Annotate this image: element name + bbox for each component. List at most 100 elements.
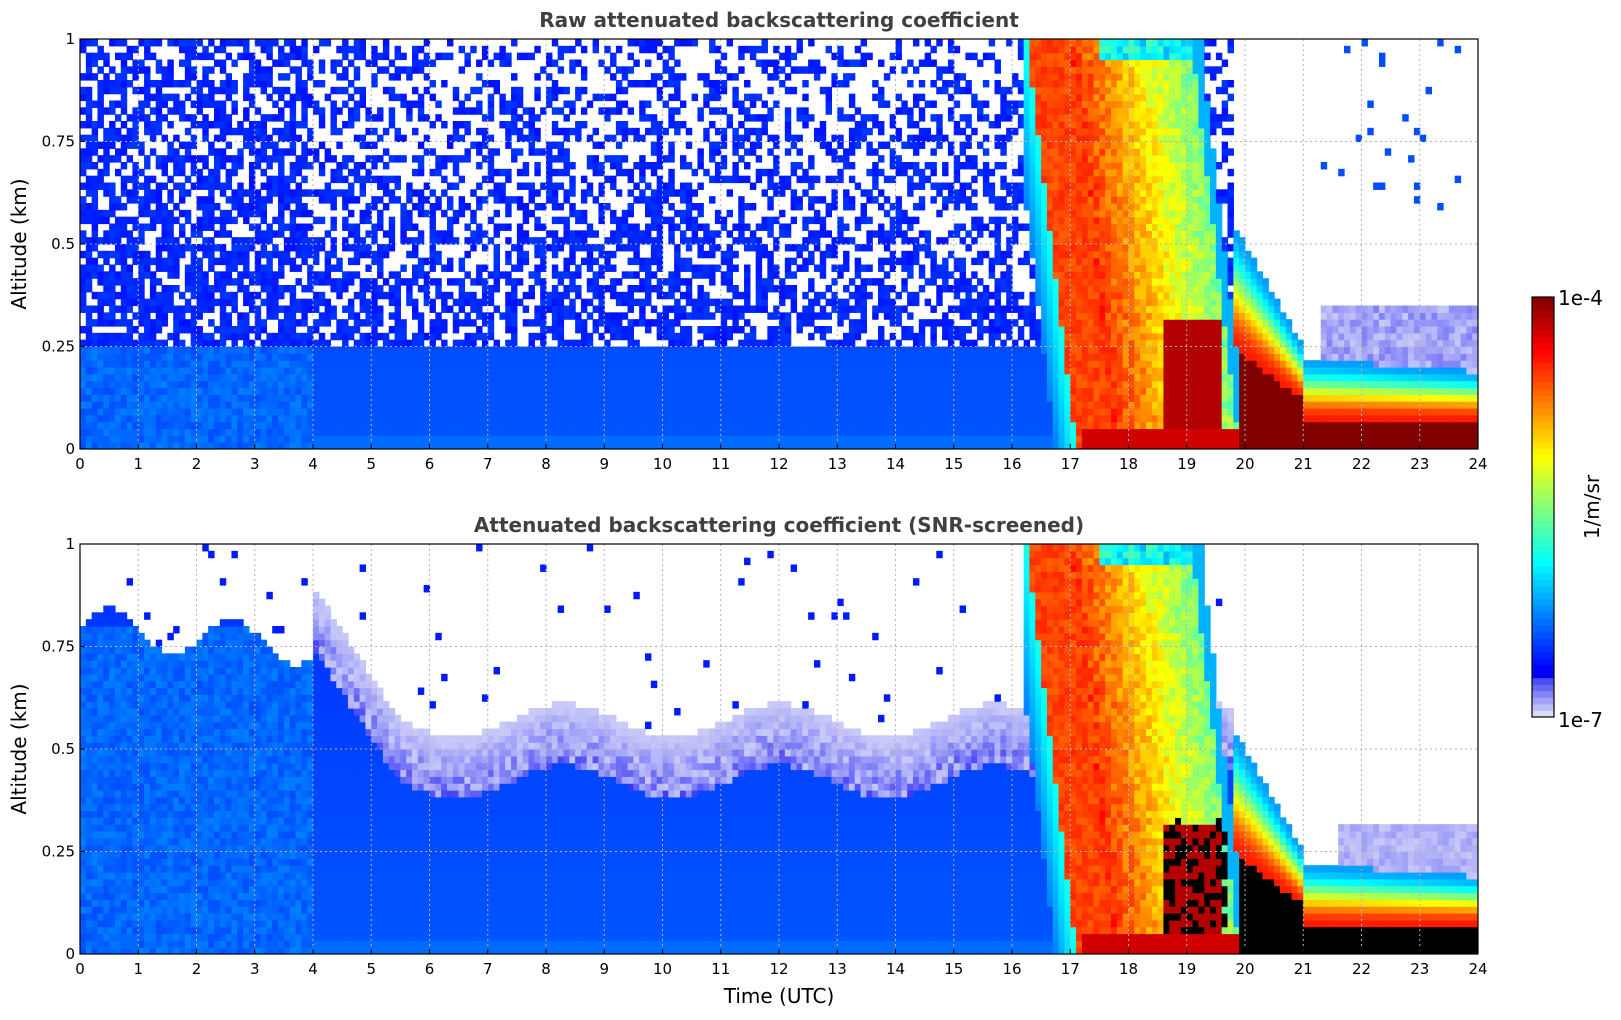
heatmap-cell [656,435,664,443]
heatmap-cell [563,339,570,348]
heatmap-cell [202,80,209,88]
heatmap-cell [499,182,506,190]
heatmap-cell [446,401,454,409]
heatmap-cell [487,428,495,436]
heatmap-cell [394,73,401,81]
heatmap-cell [650,428,658,436]
heatmap-cell [487,332,495,341]
heatmap-cell [796,312,803,320]
heatmap-cell [493,339,500,348]
heatmap-cell [645,353,652,361]
heatmap-cell [627,107,634,115]
heatmap-cell [394,442,401,449]
heatmap-cell [580,367,588,375]
heatmap-cell [417,162,425,170]
heatmap-cell [551,360,559,368]
heatmap-cell [254,189,262,197]
heatmap-cell [91,421,99,430]
heatmap-cell [307,332,314,341]
heatmap-cell [779,278,786,286]
heatmap-cell [749,360,757,368]
heatmap-cell [755,59,763,67]
heatmap-cell [167,373,174,382]
heatmap-cell [446,353,454,361]
heatmap-cell [289,141,297,149]
heatmap-cell [551,305,559,313]
heatmap-cell [534,360,541,368]
heatmap-cell [487,100,495,108]
heatmap-cell [330,155,337,163]
heatmap-cell [179,401,186,409]
heatmap-cell [80,401,87,409]
heatmap-cell [435,230,442,238]
heatmap-cell [481,401,489,409]
heatmap-cell [260,127,267,136]
heatmap-cell [417,380,425,389]
heatmap-cell [114,73,122,81]
heatmap-cell [138,203,145,211]
heatmap-cell [80,271,87,279]
heatmap-cell [557,442,565,449]
heatmap-cell [278,162,285,170]
heatmap-cell [546,162,553,170]
heatmap-cell [289,39,297,47]
heatmap-cell [458,285,466,293]
heatmap-cell [243,346,250,354]
heatmap-cell [604,114,611,122]
heatmap-cell [202,45,209,54]
heatmap-cell [365,394,372,402]
heatmap-cell [412,271,419,279]
heatmap-cell [487,80,495,88]
heatmap-cell [400,380,407,389]
heatmap-cell [196,244,203,252]
heatmap-cell [714,380,722,389]
heatmap-cell [97,373,104,382]
heatmap-cell [202,52,209,61]
heatmap-cell [575,346,582,354]
heatmap-cell [400,155,407,163]
heatmap-cell [592,257,600,266]
heatmap-cell [149,414,157,423]
heatmap-cell [283,175,291,184]
heatmap-cell [650,387,658,395]
heatmap-cell [779,428,786,436]
heatmap-cell [161,442,168,449]
heatmap-cell [808,155,815,163]
heatmap-cell [126,401,134,409]
heatmap-cell [685,298,693,307]
heatmap-cell [342,271,349,279]
heatmap-cell [557,319,565,327]
heatmap-cell [237,162,244,170]
heatmap-cell [318,408,326,416]
heatmap-cell [213,121,221,129]
heatmap-cell [551,196,559,204]
heatmap-cell [132,339,139,348]
heatmap-cell [394,373,401,382]
heatmap-cell [744,394,751,402]
heatmap-cell [359,86,367,95]
heatmap-cell [464,312,471,320]
heatmap-cell [773,408,780,416]
heatmap-cell [138,86,145,95]
heatmap-cell [283,223,291,231]
heatmap-cell [749,141,757,149]
heatmap-cell [155,66,163,74]
heatmap-cell [779,298,786,307]
heatmap-cell [371,114,378,122]
heatmap-cell [219,442,227,449]
heatmap-cell [353,414,361,423]
heatmap-cell [761,367,768,375]
heatmap-cell [179,39,186,47]
heatmap-cell [295,209,302,218]
heatmap-cell [540,326,547,334]
heatmap-cell [120,298,128,307]
heatmap-cell [604,264,611,272]
heatmap-cell [272,148,279,156]
heatmap-cell [534,387,541,395]
heatmap-cell [726,332,733,341]
heatmap-cell [452,428,460,436]
heatmap-cell [738,380,745,389]
heatmap-cell [313,380,320,389]
heatmap-cell [394,93,401,102]
heatmap-cell [371,196,378,204]
